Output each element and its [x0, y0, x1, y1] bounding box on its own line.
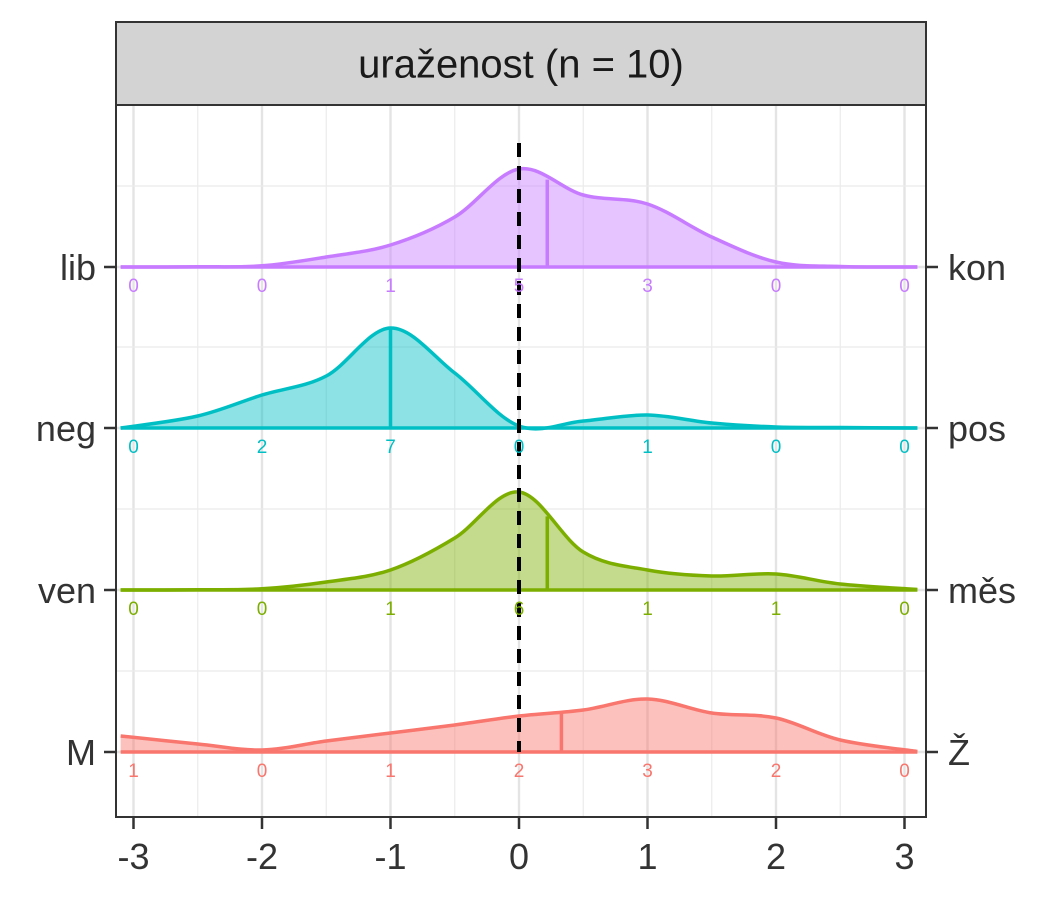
x-tick-label: -3 — [117, 836, 149, 877]
count-label: 1 — [128, 761, 139, 782]
count-label: 0 — [257, 761, 268, 782]
count-label: 3 — [642, 276, 653, 297]
count-label: 2 — [771, 761, 782, 782]
count-label: 1 — [642, 599, 653, 620]
left-axis-label: M — [66, 732, 96, 773]
count-label: 0 — [128, 599, 139, 620]
count-labels: 0 0 1 5 3 0 00 2 7 0 1 0 00 0 1 6 1 1 01 0 1 2 3 2 0 — [128, 276, 910, 782]
count-label: 0 — [771, 437, 782, 458]
x-tick-label: -2 — [246, 836, 278, 877]
count-label: 5 — [514, 276, 525, 297]
x-tick-label: 3 — [894, 836, 914, 877]
count-label: 0 — [899, 437, 910, 458]
count-label: 3 — [642, 761, 653, 782]
x-tick-label: 2 — [766, 836, 786, 877]
x-tick-label: 1 — [637, 836, 657, 877]
right-axis-label: kon — [948, 247, 1006, 288]
count-label: 1 — [642, 437, 653, 458]
count-label: 0 — [257, 599, 268, 620]
right-axis-label: měs — [948, 570, 1016, 611]
chart-title: uraženost (n = 10) — [358, 43, 684, 87]
density-area — [120, 327, 918, 429]
right-axis-label: pos — [948, 408, 1006, 449]
facet-strip-background — [115, 21, 927, 106]
y-axes: lib kon neg pos ven měs M Ž — [36, 247, 1016, 773]
count-label: 7 — [385, 437, 396, 458]
count-label: 1 — [385, 599, 396, 620]
count-label: 0 — [899, 276, 910, 297]
count-label: 0 — [128, 276, 139, 297]
count-label: 2 — [514, 761, 525, 782]
facet-strip: uraženost (n = 10) — [115, 21, 927, 106]
left-axis-label: lib — [60, 247, 96, 288]
density-curve — [120, 326, 918, 431]
count-label: 0 — [899, 599, 910, 620]
left-axis-label: ven — [38, 570, 96, 611]
count-label: 0 — [257, 276, 268, 297]
count-label: 1 — [385, 276, 396, 297]
left-axis-label: neg — [36, 408, 96, 449]
count-label: 0 — [899, 761, 910, 782]
x-axis: -3 -2 -1 0 1 2 3 — [117, 817, 915, 877]
x-tick-label: -1 — [374, 836, 406, 877]
count-label: 0 — [128, 437, 139, 458]
density-curve — [120, 697, 918, 754]
count-label: 1 — [385, 761, 396, 782]
count-label: 6 — [514, 599, 525, 620]
count-label: 0 — [514, 437, 525, 458]
count-label: 1 — [771, 599, 782, 620]
right-axis-label: Ž — [948, 732, 970, 773]
x-tick-label: 0 — [509, 836, 529, 877]
count-label: 2 — [257, 437, 268, 458]
count-label: 0 — [771, 276, 782, 297]
